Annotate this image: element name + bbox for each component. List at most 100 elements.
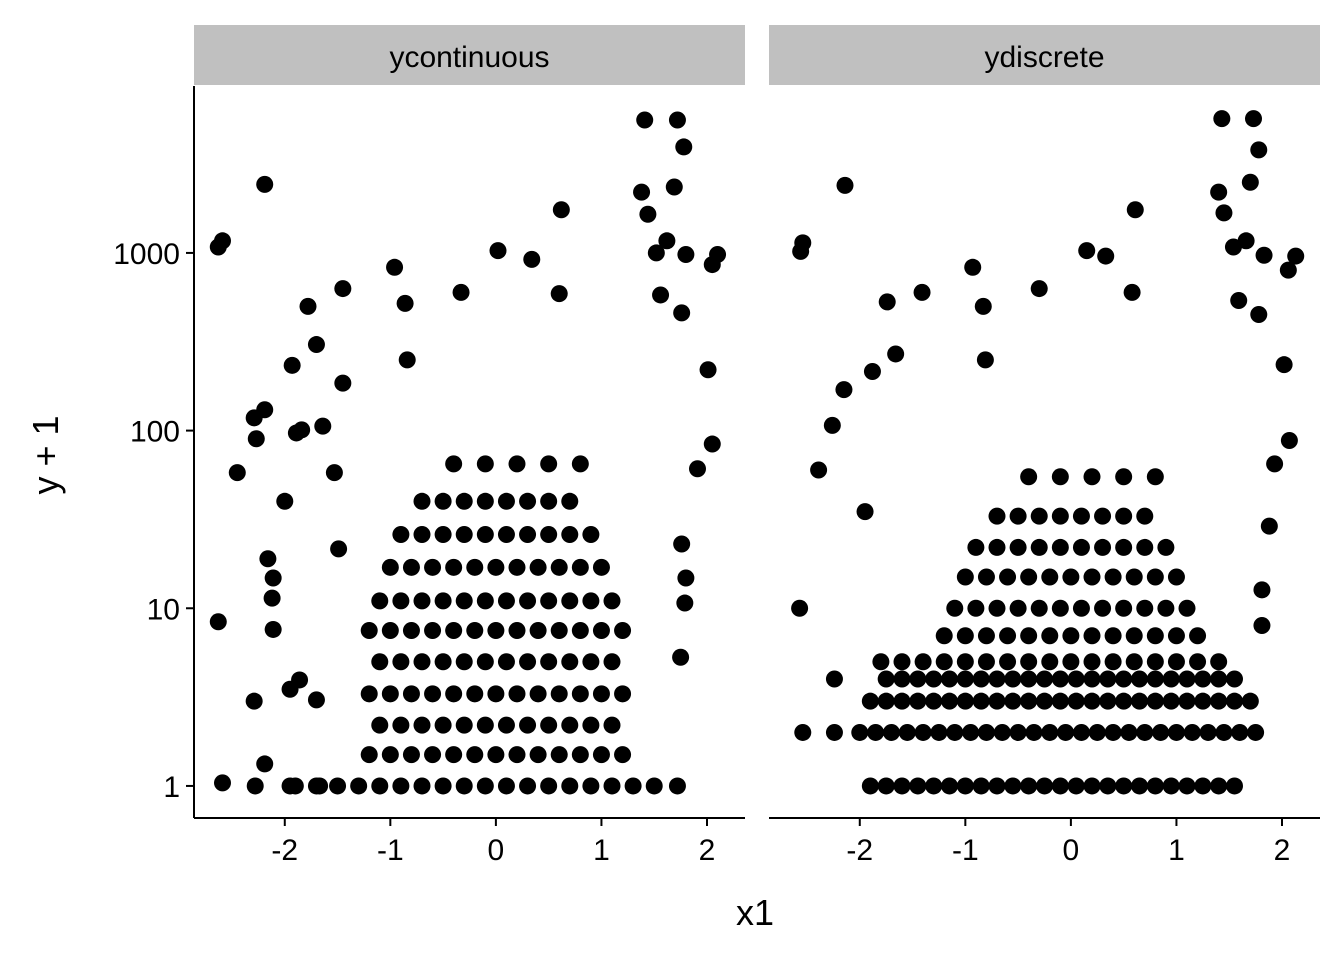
point xyxy=(487,621,505,639)
point xyxy=(1210,777,1228,795)
point xyxy=(413,592,431,610)
point xyxy=(434,592,452,610)
point xyxy=(1094,599,1112,617)
point xyxy=(835,381,853,399)
point xyxy=(1167,723,1185,741)
point xyxy=(413,492,431,510)
point xyxy=(371,653,389,671)
strip xyxy=(194,25,745,85)
point xyxy=(1115,670,1133,688)
point xyxy=(466,621,484,639)
point xyxy=(1004,777,1022,795)
point xyxy=(434,777,452,795)
point xyxy=(1210,183,1228,201)
point xyxy=(386,258,404,276)
point xyxy=(1083,692,1101,710)
point xyxy=(636,111,654,129)
point xyxy=(561,777,579,795)
point xyxy=(434,716,452,734)
point xyxy=(1104,723,1122,741)
point xyxy=(476,492,494,510)
point xyxy=(466,558,484,576)
point xyxy=(561,653,579,671)
point xyxy=(529,685,547,703)
point xyxy=(1051,538,1069,556)
point xyxy=(1030,280,1048,298)
point xyxy=(1226,670,1243,688)
point xyxy=(445,746,463,764)
point xyxy=(1041,627,1059,645)
point xyxy=(1083,468,1101,486)
point xyxy=(214,774,231,792)
point xyxy=(497,592,515,610)
point xyxy=(1136,538,1154,556)
point xyxy=(645,777,663,795)
point xyxy=(1226,777,1243,795)
point xyxy=(810,461,828,479)
x-tick-label: 1 xyxy=(593,834,610,867)
point xyxy=(392,653,410,671)
point xyxy=(392,526,410,544)
point xyxy=(977,627,995,645)
point xyxy=(1287,247,1305,265)
point xyxy=(489,242,507,260)
point xyxy=(967,538,985,556)
point xyxy=(476,653,494,671)
point xyxy=(276,492,294,510)
point xyxy=(603,592,621,610)
point xyxy=(872,653,890,671)
point xyxy=(455,777,473,795)
point xyxy=(582,716,600,734)
point xyxy=(988,538,1006,556)
point xyxy=(893,653,911,671)
point xyxy=(668,777,686,795)
point xyxy=(909,692,927,710)
point xyxy=(519,492,537,510)
point xyxy=(614,685,632,703)
point xyxy=(1194,692,1212,710)
point xyxy=(825,670,843,688)
point xyxy=(1162,777,1180,795)
point xyxy=(1036,692,1053,710)
point xyxy=(381,621,399,639)
point xyxy=(988,692,1006,710)
point xyxy=(1224,238,1242,256)
point xyxy=(1266,455,1284,473)
point xyxy=(1215,204,1233,222)
point xyxy=(452,283,470,301)
point xyxy=(964,258,982,276)
point xyxy=(540,592,558,610)
point xyxy=(592,685,610,703)
point xyxy=(466,746,484,764)
point xyxy=(550,558,568,576)
point xyxy=(325,464,343,482)
point xyxy=(956,653,974,671)
point xyxy=(914,653,932,671)
point xyxy=(402,685,420,703)
point xyxy=(508,621,526,639)
point xyxy=(878,293,896,311)
point xyxy=(1041,723,1059,741)
x-tick-label: -1 xyxy=(377,834,404,867)
point xyxy=(264,569,282,587)
point xyxy=(1083,777,1101,795)
point xyxy=(1146,777,1164,795)
point xyxy=(381,685,399,703)
point xyxy=(935,653,953,671)
point xyxy=(1280,431,1298,449)
point xyxy=(487,685,505,703)
point xyxy=(1146,627,1164,645)
point xyxy=(413,777,431,795)
point xyxy=(1094,507,1112,525)
point xyxy=(455,592,473,610)
point xyxy=(1115,507,1133,525)
point xyxy=(334,374,352,392)
point xyxy=(1115,692,1133,710)
point xyxy=(1072,538,1090,556)
point xyxy=(497,777,515,795)
y-tick-label: 1000 xyxy=(113,238,180,271)
point xyxy=(1025,723,1043,741)
point xyxy=(508,746,526,764)
point xyxy=(592,746,610,764)
x-tick-label: -2 xyxy=(271,834,298,867)
